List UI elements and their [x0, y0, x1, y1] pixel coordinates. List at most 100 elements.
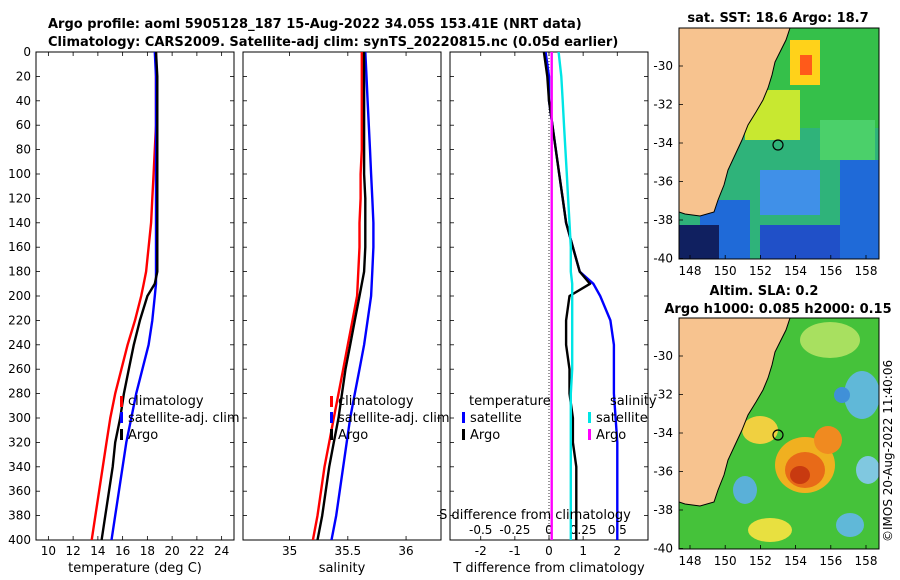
- depth-tick-label: 320: [8, 435, 31, 449]
- sst-map: [679, 28, 879, 259]
- depth-tick-label: 220: [8, 313, 31, 327]
- x-tick-label: 22: [189, 544, 204, 558]
- depth-tick-label: 300: [8, 411, 31, 425]
- depth-tick-label: 80: [16, 143, 31, 157]
- depth-tick-label: 20: [16, 69, 31, 83]
- x-tick-label: 35.5: [334, 544, 361, 558]
- s-tick-label: 0: [545, 523, 553, 537]
- legend-t-satellite: satellite: [470, 411, 522, 426]
- legend-t-argo: Argo: [470, 428, 500, 443]
- map-lat-label: -34: [653, 426, 673, 440]
- depth-tick-label: 60: [16, 118, 31, 132]
- difference-legend: temperature satellite Argo salinity sate…: [462, 394, 657, 443]
- depth-tick-label: 340: [8, 460, 31, 474]
- s-tick-label: 0.25: [570, 523, 597, 537]
- legend-s-satellite: satellite: [596, 411, 648, 426]
- series-line-satellite-adj-clim: [330, 52, 375, 540]
- legend-temperature-title: temperature: [469, 394, 551, 409]
- legend-mark-climatology: [120, 396, 123, 407]
- t-difference-xlabel: T difference from climatology: [452, 561, 645, 576]
- legend-mark-satellite: [120, 412, 123, 423]
- x-tick-label: 0: [545, 544, 553, 558]
- s-tick-label: -0.25: [499, 523, 530, 537]
- map-lon-label: 158: [855, 264, 878, 278]
- temperature-x-ticks: 10 12 14 16 18 20 22 24: [41, 52, 229, 558]
- legend-argo: Argo: [338, 428, 368, 443]
- sst-map-ticks: -30 -32 -34 -36 -38 -40 148 150 152 154 156 158: [653, 59, 877, 278]
- depth-tick-label: 360: [8, 484, 31, 498]
- s-difference-xlabel: S difference from climatology: [439, 508, 631, 523]
- sla-map-frame: [678, 317, 880, 550]
- map-lat-label: -32: [653, 98, 673, 112]
- temperature-legend: climatology satellite-adj. clim Argo: [120, 394, 240, 443]
- legend-mark-t-argo: [462, 429, 465, 440]
- map-lon-label: 150: [714, 554, 737, 568]
- title-line-2: Climatology: CARS2009. Satellite-adj cli…: [48, 35, 618, 50]
- sla-map-ticks: -30 -32 -34 -36 -38 -40 148 150 152 154 156 158: [653, 349, 877, 568]
- sla-map-subtitle: Argo h1000: 0.085 h2000: 0.15: [664, 302, 891, 317]
- legend-mark-s-argo: [588, 429, 591, 440]
- map-lat-label: -36: [653, 465, 673, 479]
- legend-salinity-title: salinity: [610, 394, 657, 409]
- depth-tick-label: 140: [8, 216, 31, 230]
- temperature-lines: [90, 52, 159, 540]
- series-line-argo: [316, 52, 367, 540]
- map-lon-label: 156: [819, 264, 842, 278]
- series-line-climatology: [311, 52, 363, 540]
- map-lat-label: -30: [653, 59, 673, 73]
- x-tick-label: 20: [164, 544, 179, 558]
- x-tick-label: 2: [613, 544, 621, 558]
- depth-tick-label: 240: [8, 338, 31, 352]
- legend-mark-argo: [120, 429, 123, 440]
- map-lon-label: 158: [855, 554, 878, 568]
- legend-argo: Argo: [128, 428, 158, 443]
- argo-location-marker: [772, 429, 784, 441]
- legend-mark-argo: [330, 429, 333, 440]
- map-lon-label: 154: [784, 554, 807, 568]
- temperature-xlabel: temperature (deg C): [68, 561, 202, 576]
- x-tick-label: 14: [90, 544, 105, 558]
- depth-tick-label: 120: [8, 191, 31, 205]
- map-lat-label: -36: [653, 175, 673, 189]
- x-tick-label: 36: [398, 544, 413, 558]
- sst-map-frame: [678, 27, 880, 260]
- x-tick-label: -2: [475, 544, 487, 558]
- map-lon-label: 148: [679, 554, 702, 568]
- difference-x-ticks: -2 -1 0 1 2: [475, 52, 621, 558]
- map-lon-label: 154: [784, 264, 807, 278]
- map-lon-label: 148: [679, 264, 702, 278]
- salinity-legend: climatology satellite-adj. clim Argo: [330, 394, 450, 443]
- legend-mark-satellite: [330, 412, 333, 423]
- x-tick-label: -1: [509, 544, 521, 558]
- salinity-x-ticks: 35 35.5 36: [282, 52, 414, 558]
- depth-tick-label: 100: [8, 167, 31, 181]
- map-lon-label: 152: [749, 554, 772, 568]
- map-lon-label: 156: [819, 554, 842, 568]
- legend-mark-t-satellite: [462, 412, 465, 423]
- temperature-panel: [35, 51, 235, 541]
- x-tick-label: 35: [282, 544, 297, 558]
- depth-axis: 0 20 40 60 80 100 120 140 160 180 200 220 240 260 280 3…: [8, 45, 648, 547]
- series-line-t-argo: [542, 52, 592, 540]
- salinity-xlabel: salinity: [319, 561, 366, 576]
- map-lat-label: -34: [653, 136, 673, 150]
- map-lat-label: -40: [653, 252, 673, 266]
- map-lat-label: -30: [653, 349, 673, 363]
- map-lat-label: -38: [653, 503, 673, 517]
- legend-mark-climatology: [330, 396, 333, 407]
- depth-tick-label: 0: [23, 45, 31, 59]
- depth-tick-label: 380: [8, 509, 31, 523]
- x-tick-label: 1: [579, 544, 587, 558]
- series-line-satellite-adj-clim: [110, 52, 158, 540]
- sla-map-title: Altim. SLA: 0.2: [710, 284, 819, 299]
- x-tick-label: 10: [41, 544, 56, 558]
- legend-climatology: climatology: [338, 394, 414, 409]
- imos-watermark: ©IMOS 20-Aug-2022 11:40:06: [881, 360, 895, 542]
- x-tick-label: 24: [214, 544, 229, 558]
- sst-map-title: sat. SST: 18.6 Argo: 18.7: [687, 11, 868, 26]
- x-tick-label: 18: [140, 544, 155, 558]
- map-lat-label: -38: [653, 213, 673, 227]
- x-tick-label: 16: [115, 544, 130, 558]
- legend-satellite: satellite-adj. clim: [338, 411, 450, 426]
